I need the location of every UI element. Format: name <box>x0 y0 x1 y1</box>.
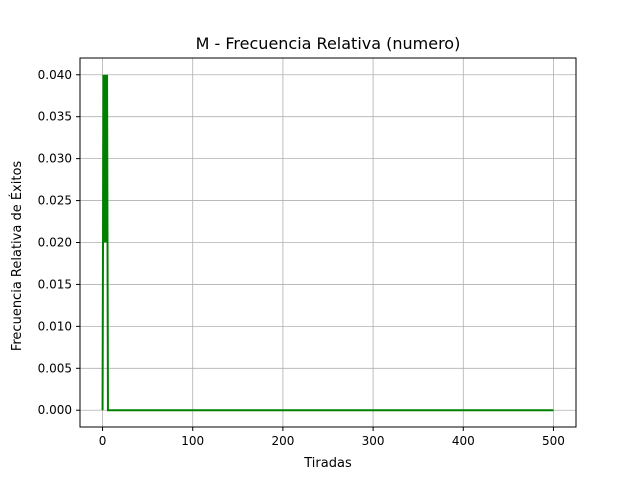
x-tick-label: 200 <box>271 434 294 448</box>
series-layer <box>101 74 554 412</box>
y-axis-label: Frecuencia Relativa de Éxitos <box>9 161 25 352</box>
x-tick-label: 100 <box>181 434 204 448</box>
series-line <box>101 74 554 412</box>
y-tick-label: 0.005 <box>38 361 72 375</box>
x-axis-label: Tiradas <box>303 456 352 471</box>
x-axis-ticks: 0 100 200 300 400 500 <box>99 427 565 448</box>
y-tick-label: 0.035 <box>38 110 72 124</box>
y-tick-label: 0.020 <box>38 236 72 250</box>
grid-lines <box>80 58 576 427</box>
x-tick-label: 300 <box>362 434 385 448</box>
chart-title: M - Frecuencia Relativa (numero) <box>196 34 461 53</box>
y-tick-label: 0.015 <box>38 277 72 291</box>
y-tick-label: 0.025 <box>38 194 72 208</box>
x-tick-label: 0 <box>99 434 107 448</box>
y-tick-label: 0.040 <box>38 68 72 82</box>
x-tick-label: 400 <box>452 434 475 448</box>
y-tick-label: 0.030 <box>38 152 72 166</box>
x-tick-label: 500 <box>542 434 565 448</box>
y-axis-ticks: 0.000 0.005 0.010 0.015 0.020 0.025 0.030 0.035… <box>38 68 80 417</box>
y-tick-label: 0.010 <box>38 319 72 333</box>
y-tick-label: 0.000 <box>38 403 72 417</box>
